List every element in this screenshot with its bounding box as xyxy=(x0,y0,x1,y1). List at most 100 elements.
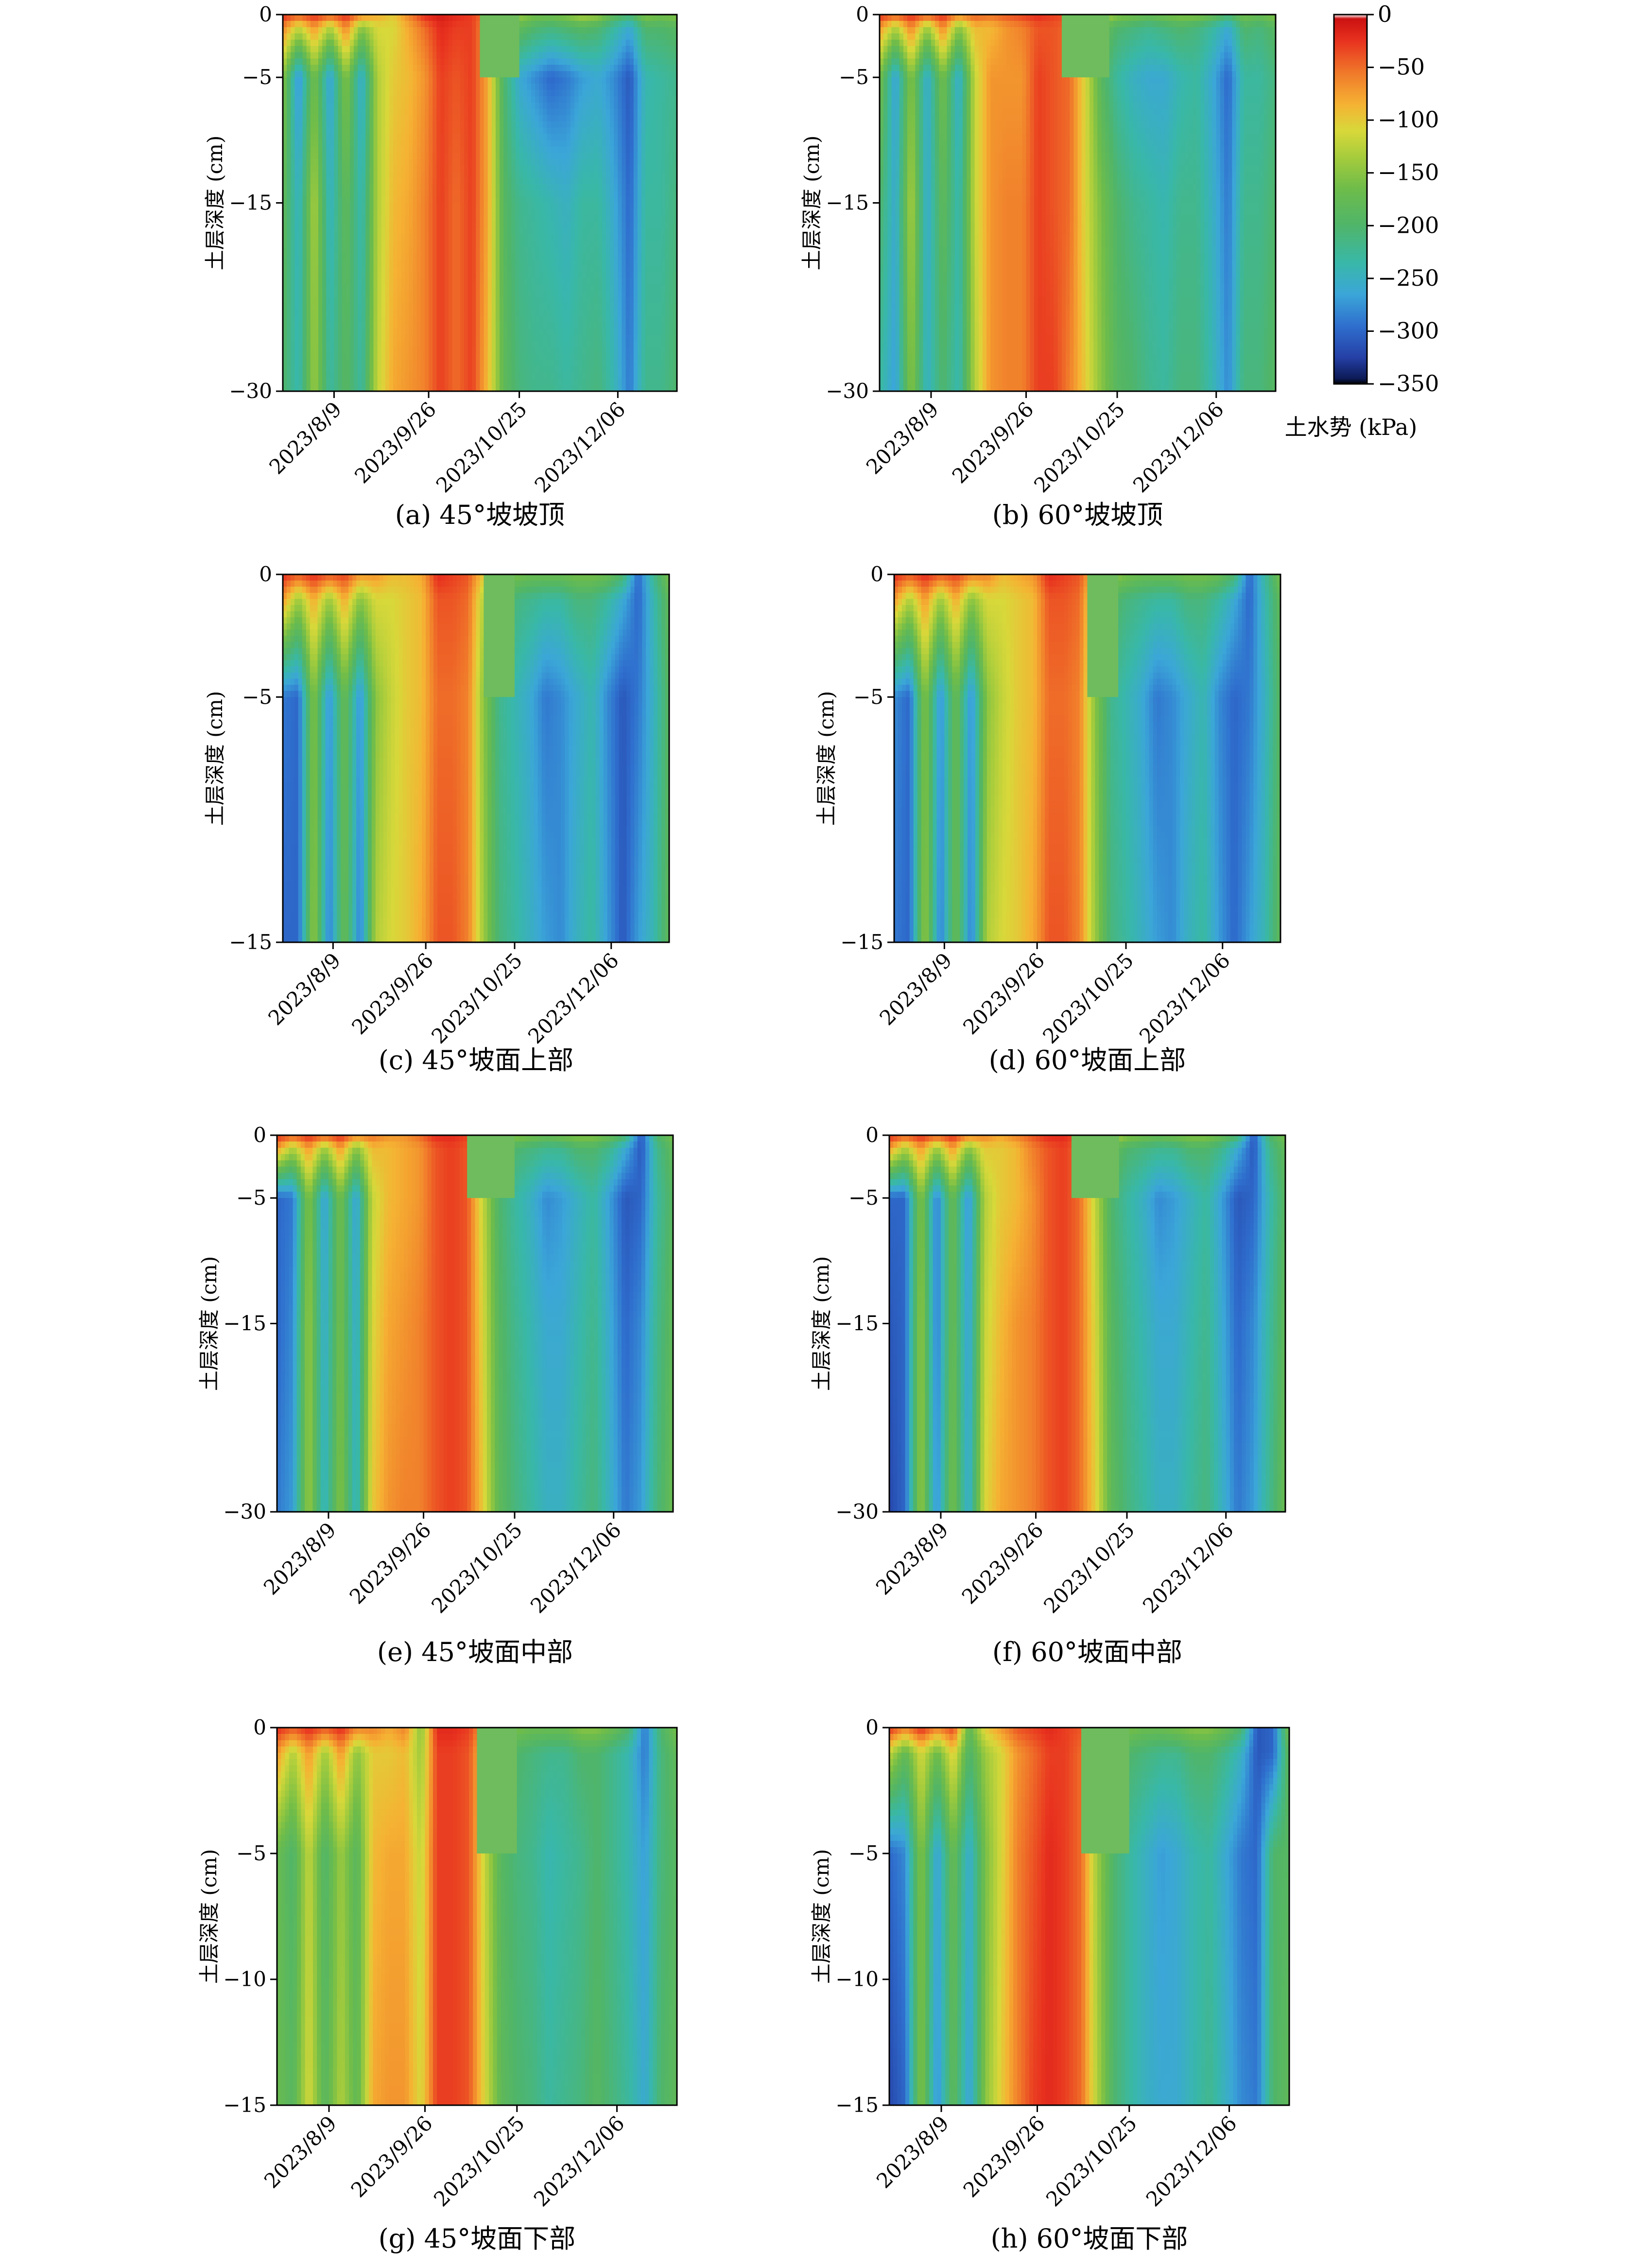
heatmap-cell xyxy=(373,253,378,260)
heatmap-cell xyxy=(436,322,441,329)
heatmap-cell xyxy=(495,310,500,316)
heatmap-cell xyxy=(535,153,539,159)
heatmap-cell xyxy=(393,259,398,266)
heatmap-cell xyxy=(586,322,591,329)
heatmap-cell xyxy=(535,127,539,135)
heatmap-cell xyxy=(535,347,539,354)
heatmap-cell xyxy=(389,322,394,329)
heatmap-cell xyxy=(582,328,587,335)
heatmap-cell xyxy=(452,353,457,361)
heatmap-cell xyxy=(389,71,394,78)
heatmap-cell xyxy=(491,316,496,323)
heatmap-cell xyxy=(314,284,319,292)
heatmap-cell xyxy=(464,196,468,204)
heatmap-cell xyxy=(326,241,331,247)
heatmap-cell xyxy=(373,33,378,40)
heatmap-cell xyxy=(539,165,544,172)
heatmap-cell xyxy=(511,108,516,116)
heatmap-cell xyxy=(539,96,544,103)
heatmap-cell xyxy=(456,196,461,204)
heatmap-cell xyxy=(535,39,539,47)
heatmap-cell xyxy=(330,322,335,329)
heatmap-cell xyxy=(385,140,390,147)
heatmap-cell xyxy=(460,165,465,172)
heatmap-cell xyxy=(468,366,473,373)
heatmap-cell xyxy=(424,196,429,204)
heatmap-cell xyxy=(369,366,374,373)
heatmap-cell xyxy=(385,71,390,78)
heatmap-cell xyxy=(420,310,425,316)
heatmap-cell xyxy=(500,184,504,191)
heatmap-cell xyxy=(472,127,477,135)
heatmap-cell xyxy=(291,347,295,354)
heatmap-cell xyxy=(298,278,303,285)
heatmap-cell xyxy=(586,303,591,310)
heatmap-cell xyxy=(594,322,599,329)
heatmap-cell xyxy=(503,347,508,354)
heatmap-cell xyxy=(342,353,346,361)
heatmap-cell xyxy=(283,353,287,361)
heatmap-cell xyxy=(444,196,449,204)
heatmap-cell xyxy=(298,46,303,53)
heatmap-cell xyxy=(571,146,575,153)
heatmap-cell xyxy=(334,184,339,191)
heatmap-cell xyxy=(298,134,303,141)
heatmap-cell xyxy=(578,184,583,191)
heatmap-cell xyxy=(543,77,548,84)
heatmap-cell xyxy=(362,284,366,292)
heatmap-cell xyxy=(353,108,358,116)
heatmap-cell xyxy=(377,190,382,197)
heatmap-cell xyxy=(424,33,429,40)
heatmap-cell xyxy=(500,215,504,223)
heatmap-cell xyxy=(590,140,595,147)
heatmap-cell xyxy=(539,328,544,335)
heatmap-cell xyxy=(472,265,477,273)
heatmap-cell xyxy=(318,90,323,97)
heatmap-cell xyxy=(444,334,449,342)
heatmap-cell xyxy=(389,52,394,59)
heatmap-cell xyxy=(342,303,346,310)
heatmap-cell xyxy=(606,347,610,354)
heatmap-cell xyxy=(507,372,512,379)
heatmap-cell xyxy=(464,303,468,310)
heatmap-cell xyxy=(586,209,591,216)
heatmap-cell xyxy=(523,297,528,304)
heatmap-cell xyxy=(562,341,567,348)
heatmap-cell xyxy=(574,52,579,59)
heatmap-cell xyxy=(452,234,457,241)
heatmap-cell xyxy=(306,27,311,34)
heatmap-cell xyxy=(283,108,287,116)
heatmap-cell xyxy=(578,334,583,342)
heatmap-cell xyxy=(338,272,343,279)
heatmap-cell xyxy=(385,253,390,260)
heatmap-cell xyxy=(444,15,449,21)
heatmap-cell xyxy=(365,385,370,391)
heatmap-cell xyxy=(369,102,374,109)
heatmap-cell xyxy=(539,52,544,59)
heatmap-cell xyxy=(377,165,382,172)
heatmap-cell xyxy=(456,39,461,47)
heatmap-cell xyxy=(369,96,374,103)
heatmap-cell xyxy=(468,20,473,28)
heatmap-cell xyxy=(558,127,563,135)
heatmap-cell xyxy=(456,253,461,260)
heatmap-cell xyxy=(346,146,350,153)
heatmap-cell xyxy=(377,209,382,216)
heatmap-cell xyxy=(330,108,335,116)
heatmap-cell xyxy=(574,366,579,373)
heatmap-cell xyxy=(287,379,292,385)
heatmap-cell xyxy=(456,316,461,323)
heatmap-cell xyxy=(511,353,516,361)
heatmap-cell xyxy=(322,39,327,47)
heatmap-cell xyxy=(452,253,457,260)
heatmap-cell xyxy=(571,303,575,310)
heatmap-cell xyxy=(598,190,603,197)
heatmap-cell xyxy=(420,284,425,292)
heatmap-cell xyxy=(539,177,544,185)
heatmap-cell xyxy=(539,272,544,279)
heatmap-cell xyxy=(515,334,520,342)
heatmap-cell xyxy=(413,272,417,279)
heatmap-cell xyxy=(389,246,394,254)
heatmap-cell xyxy=(503,209,508,216)
heatmap-cell xyxy=(547,52,552,59)
